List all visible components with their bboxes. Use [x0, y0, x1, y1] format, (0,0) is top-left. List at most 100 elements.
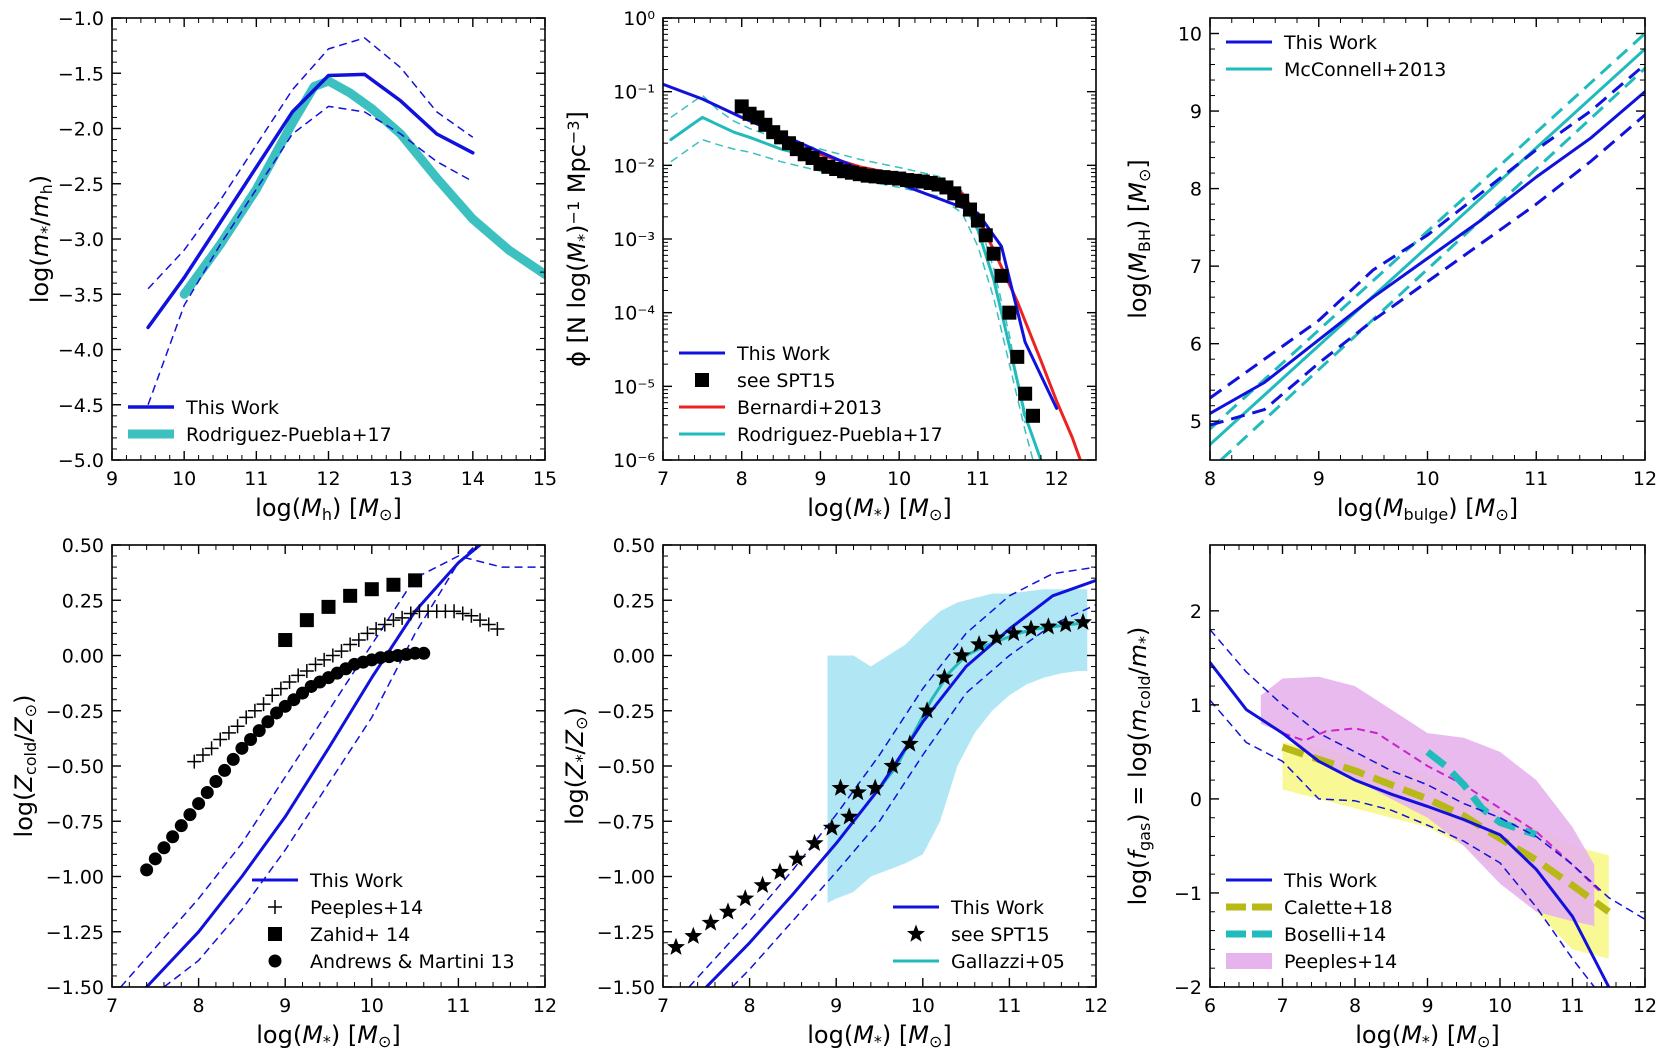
series-mcconnell-2013-lower: [1219, 67, 1645, 460]
marker-peeples-14: [187, 754, 202, 769]
marker-peeples-14: [455, 606, 470, 621]
legend: This Work see SPT15 Gallazzi+05: [893, 897, 1065, 973]
plot-area: [667, 566, 1096, 987]
legend-handle: [695, 373, 709, 387]
y-tick-label: −0.75: [46, 811, 104, 833]
legend-label: This Work: [1283, 870, 1377, 892]
panel-4: 7 8 9 10 11 12 −1.50 −1.25 −1.00 −0.75 −0.50 −0.25 0…: [10, 535, 557, 1051]
x-tick-label: 7: [1276, 995, 1288, 1017]
series-this-work-upper: [120, 555, 545, 987]
y-tick-label: 9: [1190, 101, 1202, 123]
x-tick-label: 11: [1524, 468, 1548, 490]
legend-label: see SPT15: [951, 924, 1050, 946]
markers-peeples-14: [187, 604, 505, 769]
panel-2: 7 8 9 10 11 12 10⁻⁶ 10⁻⁵ 10⁻⁴ 10⁻³ 10⁻² 10⁻¹ 10⁰ log(…: [563, 8, 1097, 524]
legend-item-see-spt15: see SPT15: [695, 370, 836, 392]
marker-peeples-14: [473, 613, 488, 628]
x-tick-label: 11: [446, 995, 470, 1017]
series-this-work: [1210, 661, 1611, 987]
x-tick-label: 15: [533, 468, 557, 490]
x-tick-label: 12: [316, 468, 340, 490]
band-calette-18-range: [1282, 742, 1609, 959]
marker-andrews-martini-13: [209, 774, 223, 788]
y-tick-label: −1.25: [597, 922, 655, 944]
y-axis-label: log(MBH) [M⊙]: [1124, 159, 1154, 319]
panel-3: 8 9 10 11 12 5 6 7 8 9 10 log(Mbulge) [M⊙] log(MBH) …: [1124, 17, 1657, 524]
marker-peeples-14: [265, 688, 280, 703]
marker-peeples-14: [351, 633, 366, 648]
marker-andrews-martini-13: [226, 752, 240, 766]
series-rodriguez-puebla-17-upper: [670, 94, 1026, 424]
legend: This Work McConnell+2013: [1226, 32, 1446, 81]
marker-see-spt15: [1004, 623, 1023, 642]
series-calette-18: [1281, 743, 1611, 915]
x-tick-label: 10: [887, 468, 911, 490]
legend-item-boselli-14: Boselli+14: [1226, 924, 1386, 946]
series-boselli-14: [1425, 749, 1538, 839]
legend-item-this-work: This Work: [252, 870, 403, 892]
legend-label: This Work: [309, 870, 403, 892]
x-tick-label: 12: [1045, 468, 1069, 490]
series-mcconnell-2013-upper: [1210, 32, 1645, 431]
marker-peeples-14: [334, 644, 349, 659]
legend-label: McConnell+2013: [1284, 59, 1446, 81]
y-tick-label: 6: [1190, 334, 1202, 356]
legend-item-this-work: This Work: [1226, 32, 1377, 54]
marker-andrews-martini-13: [174, 819, 188, 833]
marker-andrews-martini-13: [417, 646, 431, 660]
series-rodriguez-puebla-17: [179, 76, 545, 299]
y-tick-label: 7: [1190, 256, 1202, 278]
marker-see-spt15: [848, 783, 867, 801]
markers-zahid-14: [278, 573, 423, 648]
markers-see-spt15: [734, 99, 1041, 423]
panel-5: 7 8 9 10 11 12 −1.50 −1.25 −1.00 −0.75 −0.50 −0.25 0…: [561, 535, 1108, 1051]
y-tick-label: −1.25: [46, 922, 104, 944]
marker-see-spt15: [1002, 305, 1017, 320]
y-tick-label: −2.5: [58, 174, 104, 196]
markers-andrews-martini-13: [140, 646, 431, 877]
y-tick-label: 1: [1190, 695, 1202, 717]
x-tick-label: 6: [1204, 995, 1216, 1017]
legend-label: This Work: [1283, 32, 1377, 54]
marker-see-spt15: [866, 778, 885, 796]
x-axis-label: log(M*) [M⊙]: [807, 494, 952, 524]
x-tick-label: 8: [193, 995, 205, 1017]
marker-peeples-14: [369, 621, 384, 636]
x-axis-label: log(M*) [M⊙]: [807, 1021, 952, 1051]
y-tick-label: −4.0: [58, 340, 104, 362]
y-tick-label: 10⁰: [623, 8, 655, 30]
series-this-work-lower: [147, 105, 474, 406]
marker-zahid-14: [364, 582, 379, 597]
x-tick-label: 11: [997, 995, 1021, 1017]
marker-see-spt15: [963, 202, 978, 217]
marker-andrews-martini-13: [148, 852, 162, 866]
y-tick-label: 10⁻³: [613, 229, 655, 251]
series-this-work-upper: [688, 566, 1096, 987]
series-this-work: [704, 578, 1096, 987]
axes-frame: [1209, 17, 1646, 461]
legend-label: Andrews & Martini 13: [310, 951, 515, 973]
series-this-work-lower: [163, 545, 477, 987]
legend-label: Rodriguez-Puebla+17: [186, 424, 392, 446]
series-this-work-lower: [731, 604, 1096, 987]
panel-1: 9 10 11 12 13 14 15 −5.0 −4.5 −4.0 −3.5 −3.0 −2.5 −2.…: [26, 8, 557, 524]
x-tick-label: 12: [533, 995, 557, 1017]
y-tick-label: −2.0: [58, 119, 104, 141]
x-axis-label: log(M*) [M⊙]: [1355, 1021, 1500, 1051]
series-this-work-upper: [147, 37, 474, 290]
y-tick-label: −1.0: [58, 8, 104, 30]
plot-area: [663, 82, 1082, 460]
marker-see-spt15: [918, 701, 937, 719]
x-tick-label: 9: [1313, 468, 1325, 490]
legend-label: Calette+18: [1284, 897, 1393, 919]
marker-zahid-14: [321, 599, 336, 614]
y-tick-label: 10⁻⁵: [613, 376, 655, 398]
ticks: 7 8 9 10 11 12 −1.50 −1.25 −1.00 −0.75 −0.50 −0.25 0…: [597, 535, 1108, 1017]
x-tick-label: 11: [244, 468, 268, 490]
legend-handle: [268, 954, 282, 968]
legend-item-peeples-14: Peeples+14: [268, 897, 423, 919]
x-tick-label: 9: [1421, 995, 1433, 1017]
marker-see-spt15: [987, 628, 1006, 646]
plot-area: [1210, 629, 1645, 987]
legend-label: Peeples+14: [310, 897, 423, 919]
